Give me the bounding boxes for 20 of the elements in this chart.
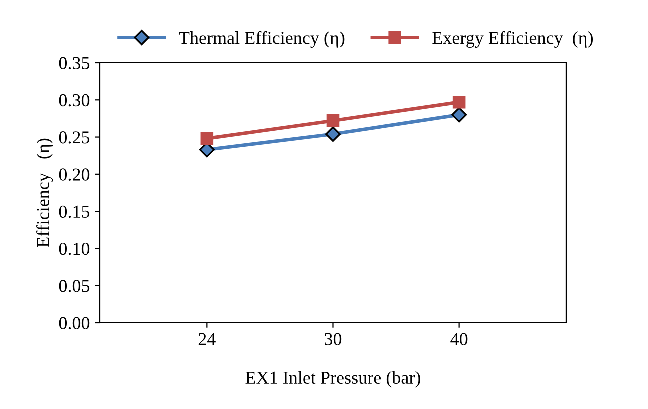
y-tick-label: 0.05 xyxy=(59,280,90,292)
y-tick-label: 0.25 xyxy=(59,132,90,144)
y-tick-label: 0.20 xyxy=(59,168,90,181)
y-tick-label: 0.30 xyxy=(59,94,90,107)
point xyxy=(200,132,214,146)
point xyxy=(452,96,466,109)
point xyxy=(326,126,341,142)
point xyxy=(452,107,468,123)
y-tick-label: 0.10 xyxy=(59,242,90,256)
x-tick-label: 24 xyxy=(198,333,216,346)
x-axis-title: EX1 Inlet Pressure (bar) xyxy=(246,371,420,388)
x-tick-label: 40 xyxy=(450,333,468,346)
y-tick-label: 0.15 xyxy=(59,206,90,218)
x-tick-label: 30 xyxy=(325,333,342,346)
legend-label: Exergy Efficiency (η) xyxy=(432,31,594,48)
legend-label: Thermal Efficiency (η) xyxy=(179,31,345,48)
y-tick-label: 0.00 xyxy=(59,317,90,330)
y-axis-title: Efficiency (η) xyxy=(36,138,54,248)
y-tick-label: 0.35 xyxy=(59,57,90,70)
point xyxy=(326,114,340,128)
